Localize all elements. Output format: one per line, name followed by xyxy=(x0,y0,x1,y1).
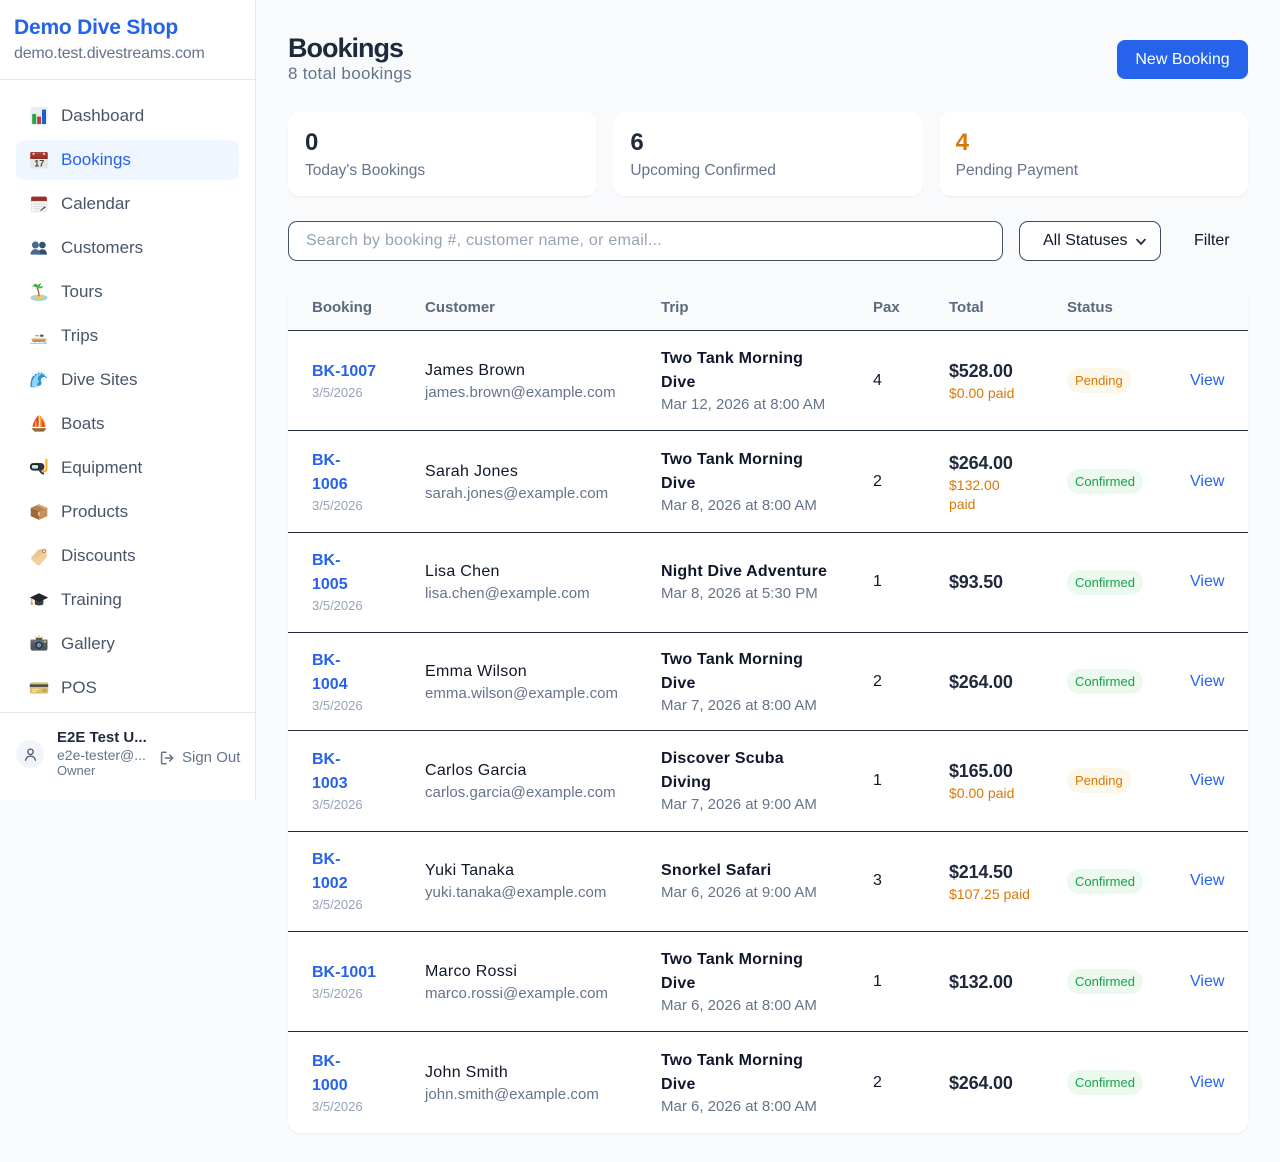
svg-text:17: 17 xyxy=(34,159,44,169)
